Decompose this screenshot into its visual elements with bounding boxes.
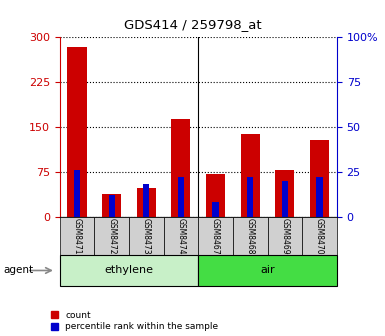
- Text: GSM8472: GSM8472: [107, 218, 116, 254]
- Bar: [109, 195, 115, 217]
- Bar: [268, 217, 302, 255]
- Bar: [143, 184, 149, 217]
- Bar: [129, 217, 164, 255]
- Bar: [164, 217, 198, 255]
- Bar: [213, 202, 219, 217]
- Bar: [67, 47, 87, 217]
- Bar: [247, 177, 253, 217]
- Bar: [233, 217, 268, 255]
- Text: agent: agent: [4, 265, 34, 276]
- Text: GSM8473: GSM8473: [142, 218, 151, 254]
- Text: GSM8467: GSM8467: [211, 218, 220, 254]
- Bar: [310, 140, 329, 217]
- Bar: [137, 188, 156, 217]
- Bar: [60, 255, 198, 286]
- Bar: [198, 255, 337, 286]
- Bar: [74, 170, 80, 217]
- Bar: [102, 194, 121, 217]
- Bar: [171, 119, 191, 217]
- Bar: [94, 217, 129, 255]
- Bar: [178, 177, 184, 217]
- Text: ethylene: ethylene: [104, 265, 154, 276]
- Bar: [282, 181, 288, 217]
- Bar: [316, 177, 323, 217]
- Text: GSM8469: GSM8469: [280, 218, 290, 254]
- Bar: [275, 170, 295, 217]
- Text: GSM8471: GSM8471: [72, 218, 82, 254]
- Bar: [60, 217, 94, 255]
- Bar: [241, 134, 260, 217]
- Text: GDS414 / 259798_at: GDS414 / 259798_at: [124, 18, 261, 32]
- Legend: count, percentile rank within the sample: count, percentile rank within the sample: [51, 311, 218, 332]
- Bar: [302, 217, 337, 255]
- Text: air: air: [260, 265, 275, 276]
- Text: GSM8470: GSM8470: [315, 218, 324, 254]
- Bar: [198, 217, 233, 255]
- Text: GSM8474: GSM8474: [176, 218, 186, 254]
- Text: GSM8468: GSM8468: [246, 218, 255, 254]
- Bar: [206, 174, 225, 217]
